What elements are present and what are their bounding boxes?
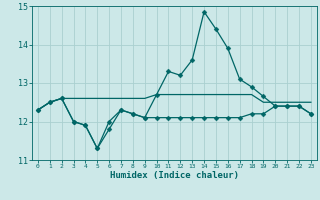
X-axis label: Humidex (Indice chaleur): Humidex (Indice chaleur)	[110, 171, 239, 180]
